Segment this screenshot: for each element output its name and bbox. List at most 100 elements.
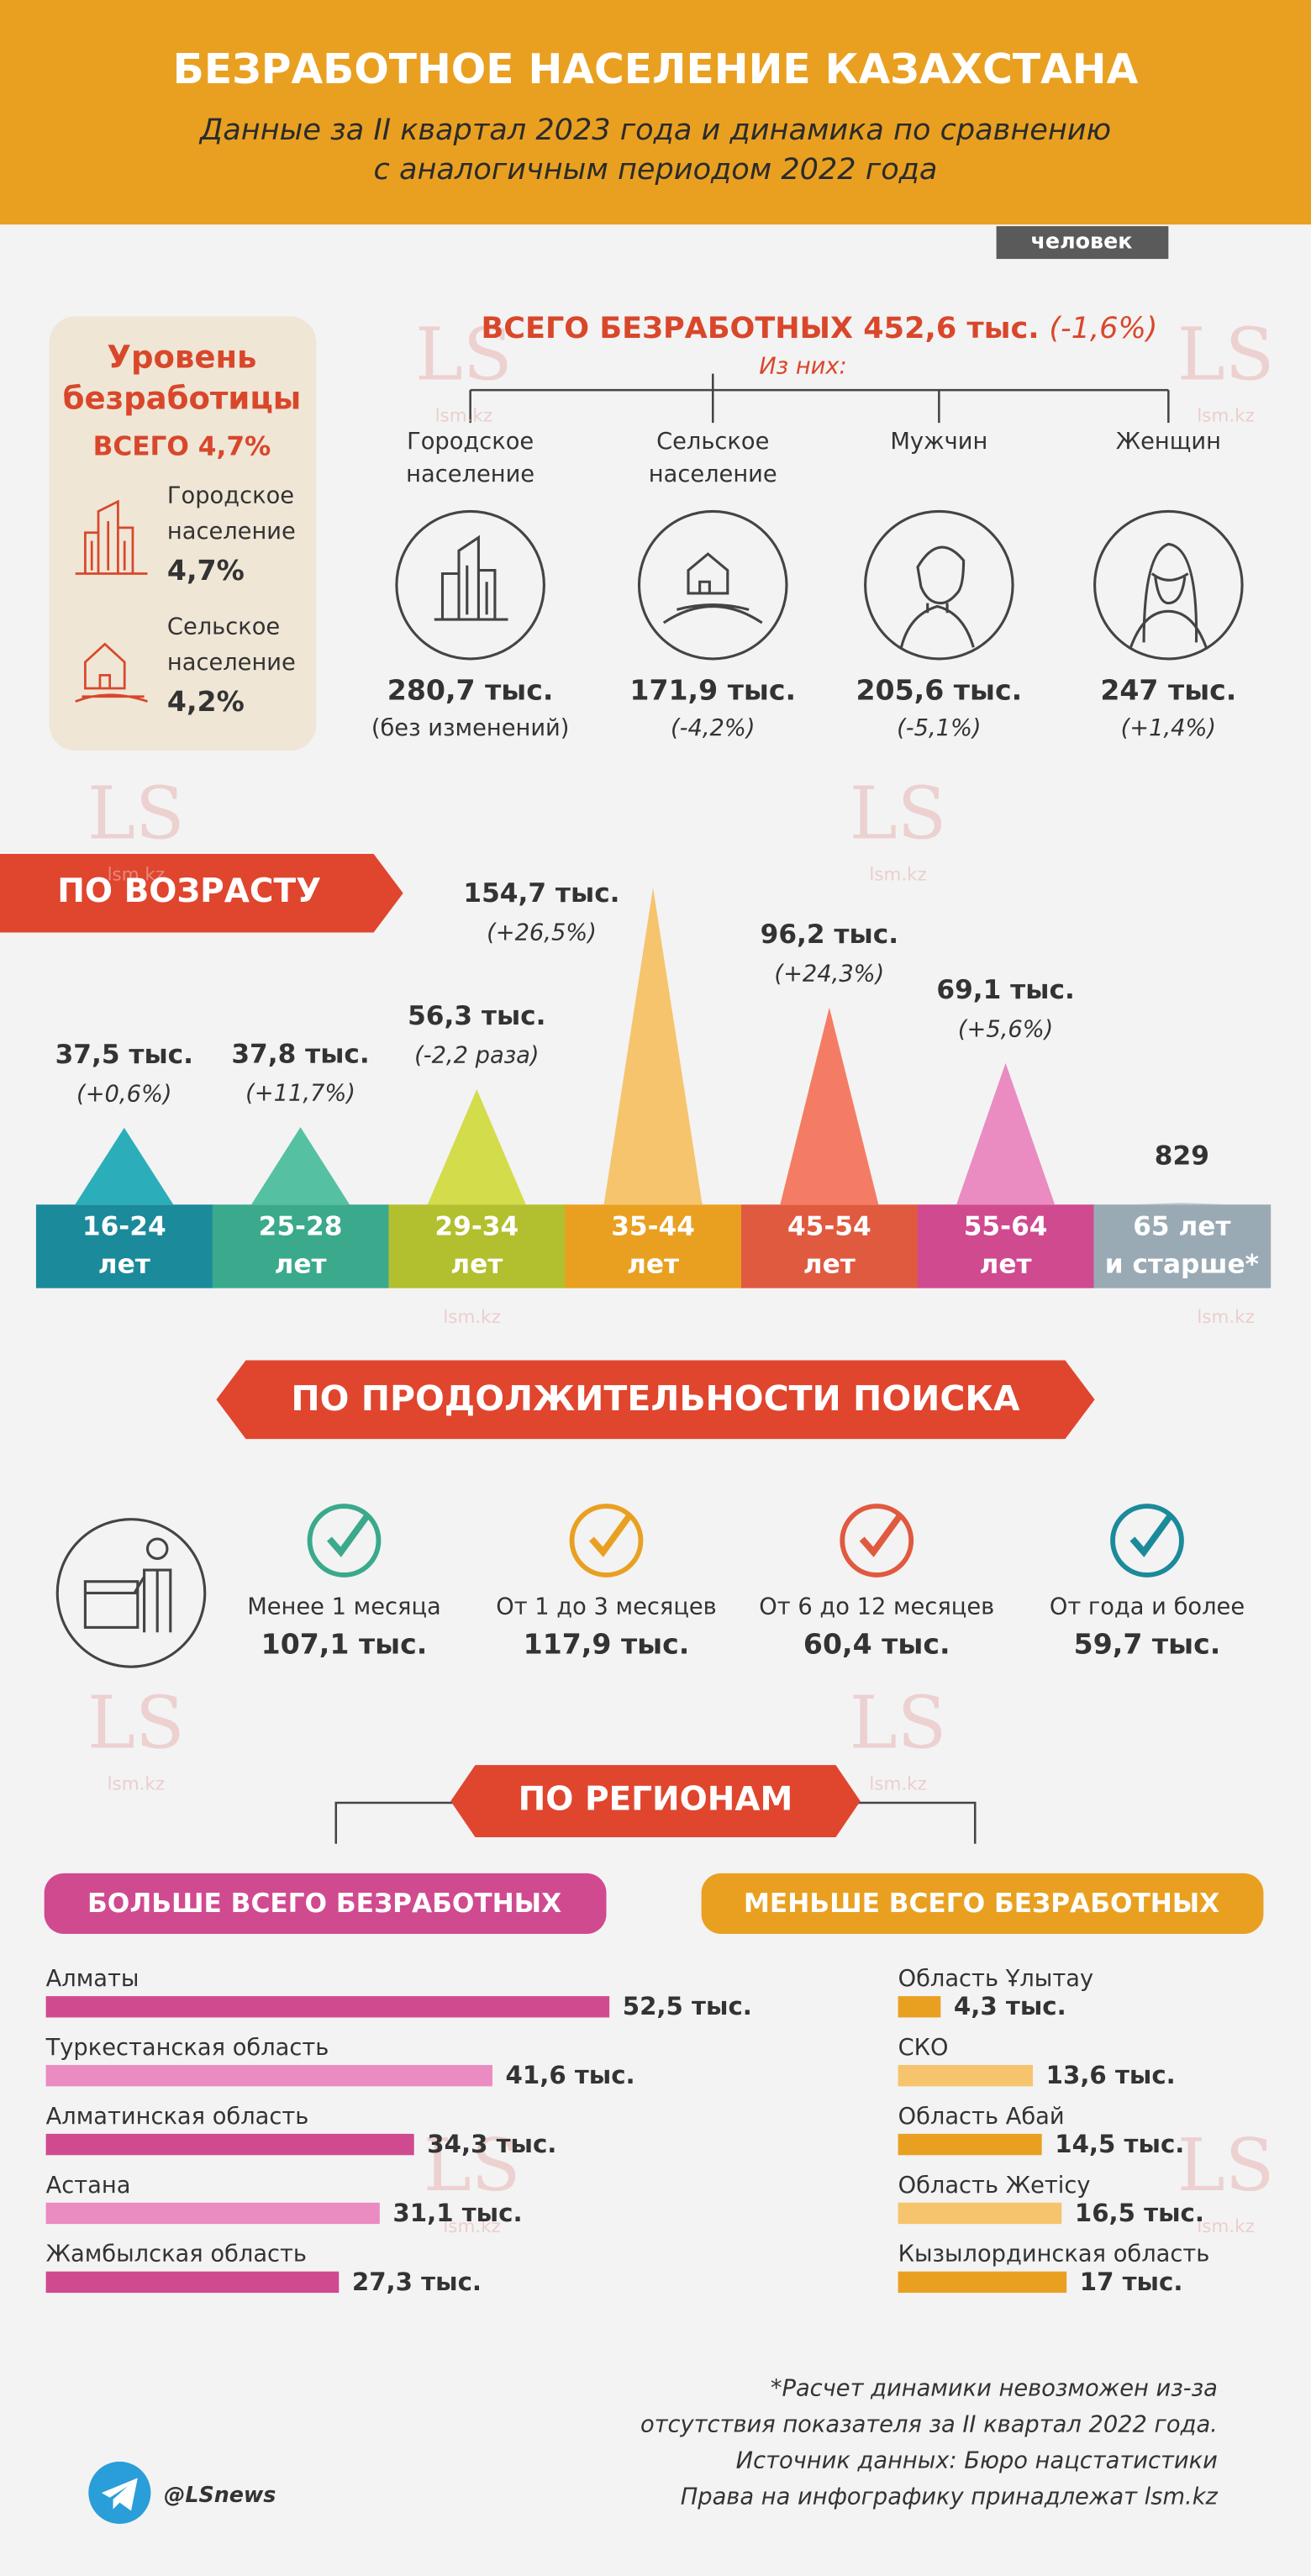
rate-label: население bbox=[167, 650, 296, 676]
region-value: 16,5 тыс. bbox=[1075, 2199, 1204, 2227]
group-label: Мужчин bbox=[890, 429, 987, 455]
age-category: 65 лет bbox=[1133, 1212, 1230, 1242]
unit-label: человек bbox=[1031, 229, 1133, 254]
tree-lines bbox=[469, 373, 1170, 424]
region-bar bbox=[45, 2133, 414, 2156]
check-circle bbox=[840, 1504, 914, 1578]
most-title: БОЛЬШЕ ВСЕГО БЕЗРАБОТНЫХ bbox=[87, 1889, 561, 1919]
regions-title: ПО РЕГИОНАМ bbox=[519, 1781, 793, 1819]
region-name: Кызылординская область bbox=[898, 2241, 1210, 2268]
age-change: (+0,6%) bbox=[76, 1081, 171, 1107]
group-change: (без изменений) bbox=[371, 715, 570, 741]
rate-total: ВСЕГО 4,7% bbox=[93, 431, 271, 461]
footer-note: Источник данных: Бюро нацстатистики bbox=[736, 2447, 1218, 2473]
rate-title: безработицы bbox=[63, 380, 302, 416]
age-change: (-2,2 раза) bbox=[414, 1043, 539, 1069]
group-label: Сельское bbox=[656, 429, 769, 455]
age-value: 829 bbox=[1155, 1141, 1209, 1172]
total-heading: ВСЕГО БЕЗРАБОТНЫХ 452,6 тыс. (-1,6%) bbox=[482, 311, 1158, 345]
duration-label: От 6 до 12 месяцев bbox=[759, 1594, 994, 1620]
footer-note: Права на инфографику принадлежат lsm.kz bbox=[681, 2484, 1219, 2510]
age-peak bbox=[75, 1127, 174, 1205]
subtitle: Данные за II квартал 2023 года и динамик… bbox=[198, 113, 1111, 147]
check-circle bbox=[1110, 1504, 1184, 1578]
watermark-site: lsm.kz bbox=[1197, 1307, 1255, 1328]
check-circle bbox=[569, 1504, 644, 1578]
age-title: ПО ВОЗРАСТУ bbox=[57, 872, 321, 910]
group-value: 247 тыс. bbox=[1100, 673, 1236, 706]
handle: @LSnews bbox=[164, 2482, 276, 2507]
group-value: 280,7 тыс. bbox=[387, 673, 554, 706]
age-category: лет bbox=[98, 1249, 150, 1279]
check-mark bbox=[327, 1514, 370, 1557]
region-bar bbox=[45, 1996, 610, 2018]
watermark-logo: LS bbox=[1177, 2124, 1275, 2208]
age-peak bbox=[603, 888, 703, 1205]
age-category: 55-64 bbox=[964, 1212, 1048, 1242]
region-name: Алматы bbox=[46, 1966, 140, 1992]
age-value: 37,8 тыс. bbox=[231, 1039, 369, 1069]
watermark-logo: LS bbox=[850, 772, 947, 856]
least-pill bbox=[701, 1873, 1264, 1934]
age-banner bbox=[0, 853, 403, 933]
region-name: Алматинская область bbox=[46, 2104, 309, 2130]
region-bar bbox=[898, 2064, 1034, 2087]
least-title: МЕНЬШЕ ВСЕГО БЕЗРАБОТНЫХ bbox=[744, 1889, 1219, 1919]
age-category: 16-24 bbox=[82, 1212, 166, 1242]
watermark-site: lsm.kz bbox=[435, 405, 493, 426]
duration-value: 117,9 тыс. bbox=[524, 1627, 690, 1660]
region-name: СКО bbox=[898, 2035, 949, 2061]
region-bar bbox=[45, 2202, 380, 2225]
watermark-site: lsm.kz bbox=[1197, 2216, 1255, 2237]
unit-box bbox=[996, 226, 1169, 260]
group-change: (-4,2%) bbox=[671, 715, 755, 741]
age-category: 25-28 bbox=[259, 1212, 343, 1242]
region-value: 14,5 тыс. bbox=[1055, 2130, 1184, 2158]
group-label: Женщин bbox=[1116, 429, 1221, 455]
region-bar bbox=[45, 2271, 340, 2294]
of-them: Из них: bbox=[759, 353, 847, 379]
duration-label: Менее 1 месяца bbox=[247, 1594, 441, 1620]
age-bar bbox=[565, 1204, 742, 1288]
age-category: лет bbox=[980, 1249, 1032, 1279]
watermark-site: lsm.kz bbox=[108, 864, 165, 885]
rate-value: 4,7% bbox=[167, 554, 245, 587]
duration-value: 60,4 тыс. bbox=[803, 1627, 950, 1660]
check-mark bbox=[589, 1514, 632, 1557]
age-peak bbox=[780, 1007, 879, 1205]
group-value: 205,6 тыс. bbox=[856, 673, 1023, 706]
header-band bbox=[0, 0, 1311, 225]
age-category: лет bbox=[450, 1249, 503, 1279]
regions-banner bbox=[450, 1765, 861, 1837]
region-name: Область Абай bbox=[898, 2104, 1065, 2130]
region-value: 31,1 тыс. bbox=[392, 2199, 522, 2227]
region-value: 27,3 тыс. bbox=[352, 2268, 482, 2296]
age-value: 69,1 тыс. bbox=[936, 975, 1074, 1005]
footer-note: отсутствия показателя за II квартал 2022… bbox=[640, 2411, 1218, 2437]
watermark-logo: LS bbox=[87, 772, 185, 856]
age-value: 56,3 тыс. bbox=[408, 1001, 545, 1031]
duration-title: ПО ПРОДОЛЖИТЕЛЬНОСТИ ПОИСКА bbox=[291, 1378, 1019, 1419]
title: БЕЗРАБОТНОЕ НАСЕЛЕНИЕ КАЗАХСТАНА bbox=[173, 46, 1139, 93]
age-peak bbox=[1132, 1203, 1231, 1205]
watermark-site: lsm.kz bbox=[443, 1307, 501, 1328]
age-bar bbox=[388, 1204, 566, 1288]
age-category: 35-44 bbox=[611, 1212, 695, 1242]
region-name: Область Ұлытау bbox=[898, 1966, 1094, 1992]
rate-title: Уровень bbox=[107, 340, 256, 376]
check-mark bbox=[859, 1514, 903, 1557]
duration-banner bbox=[216, 1360, 1095, 1440]
region-value: 52,5 тыс. bbox=[623, 1992, 752, 2020]
rate-label: Сельское bbox=[167, 614, 280, 640]
rate-label: Городское bbox=[167, 482, 294, 508]
region-bar bbox=[45, 2064, 492, 2087]
watermark-site: lsm.kz bbox=[108, 1774, 165, 1795]
watermark-logo: LS bbox=[850, 1682, 947, 1766]
region-value: 13,6 тыс. bbox=[1046, 2061, 1176, 2089]
age-change: (+5,6%) bbox=[958, 1016, 1053, 1042]
region-name: Область Жетісу bbox=[898, 2173, 1091, 2199]
rate-card bbox=[49, 316, 317, 751]
region-name: Астана bbox=[46, 2173, 131, 2199]
